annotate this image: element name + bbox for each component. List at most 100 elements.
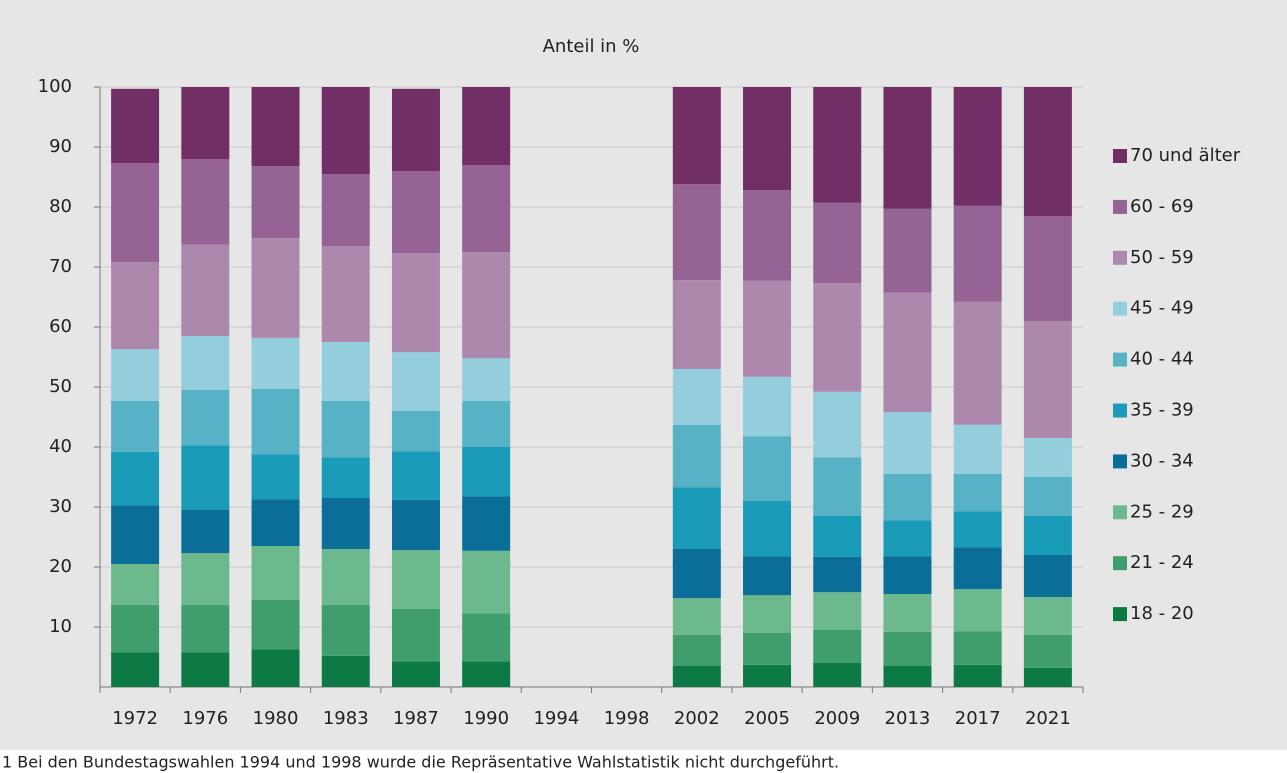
bar-segment [813,592,862,630]
bar-segment [883,666,932,687]
bar-segment [391,171,440,254]
bar-segment [321,549,370,605]
legend-label: 45 - 49 [1130,298,1194,319]
bar-segment [672,369,721,425]
bar-segment [1023,477,1072,516]
bar-segment [672,549,721,599]
legend-swatch [1113,352,1127,367]
bar-segment [953,631,1002,665]
bar-segment [181,159,230,245]
bar-segment [883,208,932,293]
legend-label: 18 - 20 [1130,603,1194,624]
bar-segment [251,649,300,687]
legend-swatch [1113,149,1127,163]
bar-segment [321,655,370,687]
x-tick-label: 1980 [253,708,299,729]
bar-segment [391,499,440,551]
bar-segment [672,280,721,369]
bar-segment [813,457,862,516]
bar-segment [1023,516,1072,555]
legend-label: 50 - 59 [1130,247,1194,268]
bar-segment [321,498,370,549]
y-tick-label: 90 [49,136,72,157]
x-tick-label: 1994 [533,708,579,729]
legend-swatch [1113,250,1127,265]
bar-segment [813,202,862,284]
bar-segment [953,424,1002,474]
bar-segment [181,652,230,687]
bar-segment [953,301,1002,425]
bar-segment [953,664,1002,687]
y-tick-label: 100 [38,76,72,97]
bar-segment [391,88,440,171]
legend-swatch [1113,454,1127,469]
bar-segment [672,87,721,185]
y-tick-label: 80 [49,196,72,217]
x-tick-label: 2005 [744,708,790,729]
chart-title: Anteil in % [543,36,640,57]
legend-label: 60 - 69 [1130,196,1194,217]
bar-segment [672,424,721,488]
bar-segment [111,604,160,653]
bar-segment [251,600,300,650]
bar-segment [883,520,932,557]
bar-segment [462,87,511,165]
bar-segment [953,589,1002,632]
bar-segment [462,400,511,447]
bar-segment [181,244,230,336]
bar-segment [883,594,932,632]
y-tick-label: 70 [49,256,72,277]
bar-segment [1023,555,1072,597]
bar-segment [743,87,792,191]
bar-segment [462,550,511,614]
bar-segment [181,604,230,653]
bar-segment [813,391,862,458]
bar-segment [883,87,932,209]
bar-segment [251,87,300,167]
bar-segment [111,400,160,452]
bar-segment [462,358,511,401]
legend-label: 70 und älter [1130,145,1241,166]
bar-segment [672,634,721,666]
legend-swatch [1113,301,1127,316]
bar-segment [181,390,230,446]
bar-segment [391,352,440,411]
bar-segment [743,190,792,281]
bar-segment [813,663,862,687]
bar-segment [321,457,370,498]
bar-segment [251,388,300,455]
bar-segment [462,165,511,252]
bar-segment [813,87,862,203]
bar-segment [181,445,230,510]
x-tick-label: 1998 [604,708,650,729]
x-tick-label: 2021 [1025,708,1071,729]
bar-segment [321,400,370,458]
bar-segment [111,451,160,506]
legend-label: 30 - 34 [1130,450,1194,471]
x-tick-label: 2009 [814,708,860,729]
y-tick-label: 10 [49,616,72,637]
bar-segment [462,252,511,359]
legend-swatch [1113,199,1127,214]
y-tick-label: 40 [49,436,72,457]
y-tick-label: 30 [49,496,72,517]
bar-segment [462,447,511,497]
bar-segment [251,454,300,500]
legend-label: 21 - 24 [1130,552,1194,573]
bar-segment [1023,321,1072,438]
bar-segment [251,238,300,338]
bar-segment [111,564,160,605]
bar-segment [672,184,721,281]
x-tick-label: 1990 [463,708,509,729]
bar-segment [743,664,792,687]
legend-swatch [1113,556,1127,571]
legend-swatch [1113,607,1127,622]
bar-segment [813,283,862,392]
bar-segment [321,604,370,656]
bar-segment [111,505,160,564]
bar-segment [813,556,862,593]
bar-segment [743,280,792,377]
x-tick-label: 1976 [182,708,228,729]
